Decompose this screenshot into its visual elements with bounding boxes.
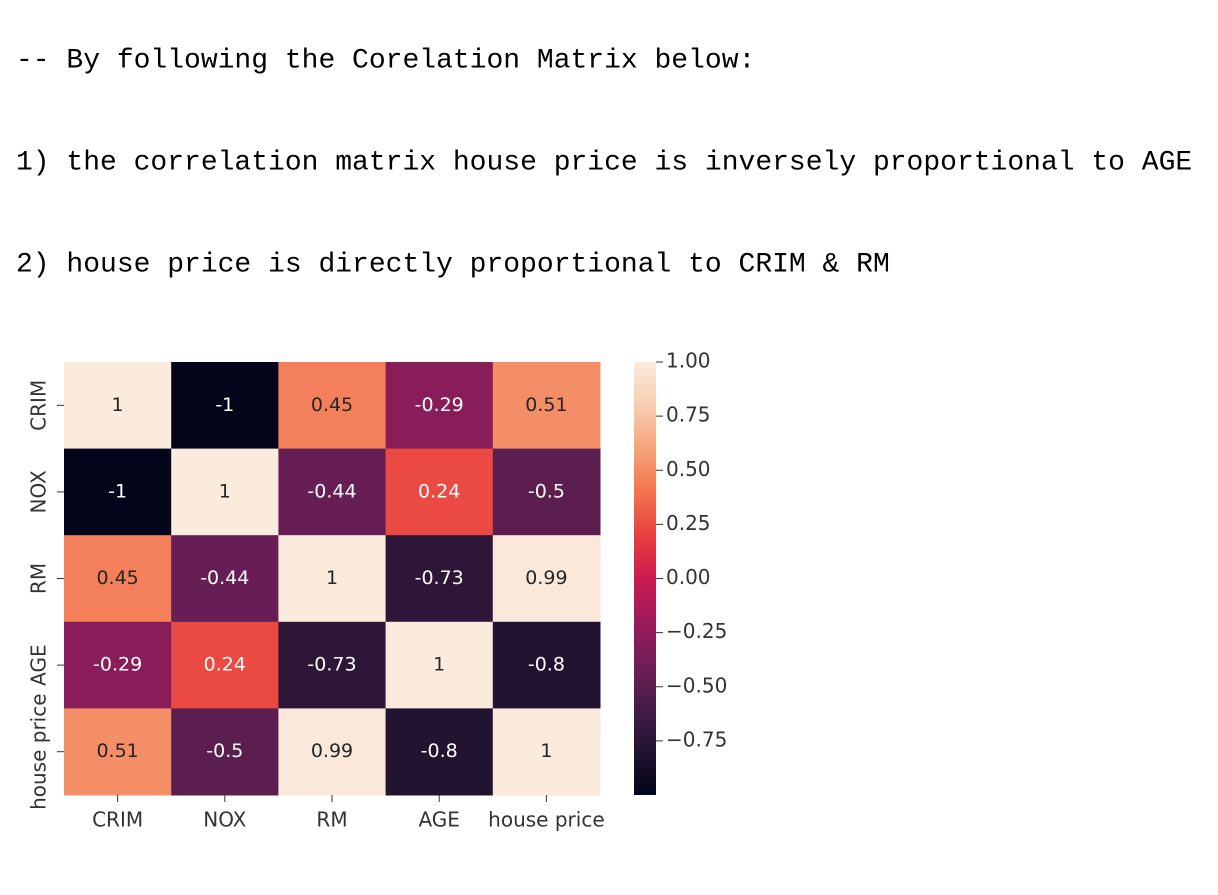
colorbar-tick-label: −0.25 [666, 619, 727, 643]
heatmap-cell [385, 708, 494, 796]
colorbar [634, 362, 656, 795]
cell-label: 0.24 [204, 654, 246, 676]
cell-label: 0.51 [525, 394, 567, 416]
heatmap-cell [64, 448, 172, 536]
cell-label: -0.5 [206, 740, 243, 762]
heatmap-cell [171, 708, 279, 796]
text-line: 2) house price is directly proportional … [16, 249, 890, 280]
heatmap-cell [278, 448, 387, 536]
cell-label: 1 [540, 740, 552, 762]
heatmap-cell [385, 535, 494, 623]
heatmap-cell [64, 535, 172, 623]
cell-label: -0.8 [528, 654, 565, 676]
cell-label: -0.29 [415, 394, 464, 416]
colorbar-tick-label: 0.75 [666, 403, 711, 427]
colorbar-tick-label: 0.50 [666, 457, 711, 481]
heatmap-cell [492, 621, 601, 709]
y-tick-label: house price [27, 693, 51, 809]
cell-label: -0.73 [307, 654, 356, 676]
colorbar-tick-label: 1.00 [666, 349, 711, 373]
heatmap-cell [492, 535, 601, 623]
cell-label: -0.5 [528, 480, 565, 502]
heatmap-cell [492, 448, 601, 536]
cell-label: 0.45 [311, 394, 353, 416]
heatmap-cell [492, 708, 601, 796]
heatmap-cell [278, 708, 387, 796]
x-tick-label: house price [488, 808, 604, 832]
cell-label: -0.73 [415, 567, 464, 589]
x-tick-label: NOX [203, 808, 246, 832]
heatmap-cell [385, 448, 494, 536]
y-tick-label: AGE [27, 644, 51, 685]
cell-label: 0.45 [96, 567, 138, 589]
y-tick-label: RM [27, 563, 51, 594]
cell-label: -0.29 [93, 654, 142, 676]
x-tick-label: CRIM [92, 808, 143, 832]
cell-label: -0.8 [421, 740, 458, 762]
heatmap-cell [278, 535, 387, 623]
heatmap-cell [385, 621, 494, 709]
cell-label: -0.44 [307, 480, 356, 502]
heatmap-cell [171, 535, 279, 623]
cell-label: 1 [112, 394, 124, 416]
heatmap-cell [64, 362, 172, 450]
cell-label: 1 [219, 480, 231, 502]
colorbar-tick-label: −0.75 [666, 727, 727, 751]
heatmap-cell [64, 621, 172, 709]
colorbar-tick-label: 0.00 [666, 565, 711, 589]
y-tick-label: CRIM [27, 380, 51, 431]
cell-label: 0.99 [525, 567, 567, 589]
cell-label: -1 [215, 394, 234, 416]
heatmap-cell [278, 621, 387, 709]
cell-label: 0.24 [418, 480, 460, 502]
heatmap-cell [171, 362, 279, 450]
heatmap-cell [492, 362, 601, 450]
cell-label: -0.44 [200, 567, 249, 589]
colorbar-tick-label: 0.25 [666, 511, 711, 535]
heatmap-cell [64, 708, 172, 796]
heatmap-cell [278, 362, 387, 450]
cell-label: 1 [326, 567, 338, 589]
colorbar-tick-label: −0.50 [666, 673, 727, 697]
heatmap-cell [171, 621, 279, 709]
cell-label: -1 [108, 480, 127, 502]
cell-label: 1 [433, 654, 445, 676]
text-line: 1) the correlation matrix house price is… [16, 147, 1192, 178]
heatmap-cell [385, 362, 494, 450]
x-tick-label: AGE [418, 808, 459, 832]
text-line: -- By following the Corelation Matrix be… [16, 45, 755, 76]
y-tick-label: NOX [27, 470, 51, 513]
cell-label: 0.51 [96, 740, 138, 762]
x-tick-label: RM [316, 808, 347, 832]
cell-label: 0.99 [311, 740, 353, 762]
heatmap-cell [171, 448, 279, 536]
